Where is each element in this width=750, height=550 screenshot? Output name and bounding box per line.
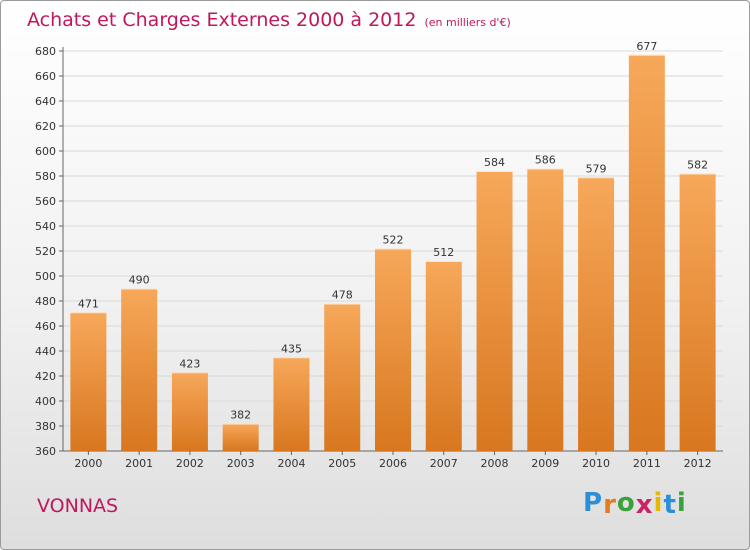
data-labels: 471 490 423 382 435 478 522 512 584 586 579 677 582: [78, 40, 708, 422]
bar: [527, 168, 564, 451]
x-tick-label: 2002: [176, 457, 204, 470]
bar: [578, 177, 615, 451]
x-tick-label: 2011: [633, 457, 661, 470]
proxiti-logo: Proxiti: [583, 488, 687, 520]
logo-letter: t: [663, 490, 677, 520]
logo-letter: x: [635, 490, 654, 520]
y-tick-label: 580: [35, 170, 56, 183]
data-label: 435: [281, 342, 302, 355]
y-tick-label: 660: [35, 70, 56, 83]
y-tick-label: 360: [35, 445, 56, 458]
data-label: 677: [636, 40, 657, 53]
data-label: 522: [383, 234, 404, 247]
y-tick-label: 620: [35, 120, 56, 133]
logo-letter: o: [616, 488, 636, 518]
x-tick-label: 2010: [582, 457, 610, 470]
y-tick-label: 380: [35, 420, 56, 433]
x-tick-label: 2004: [277, 457, 305, 470]
data-label: 512: [433, 246, 454, 259]
bar: [273, 357, 310, 451]
bar: [70, 312, 107, 451]
axes: 360 380 400 420 440 460 480 500 520 540 560 580 600 6…: [35, 45, 723, 470]
x-tick-label: 2012: [684, 457, 712, 470]
x-tick-label: 2001: [125, 457, 153, 470]
y-tick-label: 460: [35, 320, 56, 333]
chart-title: Achats et Charges Externes 2000 à 2012 (e…: [27, 9, 511, 31]
y-tick-label: 640: [35, 95, 56, 108]
x-tick-label: 2003: [227, 457, 255, 470]
bar: [222, 423, 259, 451]
data-label: 478: [332, 289, 353, 302]
y-tick-label: 500: [35, 270, 56, 283]
bar: [171, 372, 208, 451]
data-label: 423: [179, 357, 200, 370]
bar: [121, 288, 158, 451]
bar: [679, 173, 716, 451]
data-label: 584: [484, 156, 505, 169]
y-tick-label: 480: [35, 295, 56, 308]
logo-letter: P: [583, 488, 604, 518]
data-label: 382: [230, 409, 251, 422]
x-tick-label: 2006: [379, 457, 407, 470]
y-tick-label: 520: [35, 245, 56, 258]
x-tick-label: 2005: [328, 457, 356, 470]
bar: [324, 303, 361, 451]
data-label: 579: [586, 162, 607, 175]
bar: [476, 171, 513, 451]
y-tick-label: 440: [35, 345, 56, 358]
data-label: 586: [535, 154, 556, 167]
y-tick-label: 540: [35, 220, 56, 233]
y-tick-label: 600: [35, 145, 56, 158]
commune-name: VONNAS: [37, 495, 119, 517]
bar: [375, 248, 411, 451]
data-label: 490: [129, 274, 150, 287]
data-label: 582: [687, 159, 708, 172]
x-tick-label: 2008: [481, 457, 509, 470]
logo-letter: r: [603, 490, 617, 520]
x-tick-label: 2000: [74, 457, 102, 470]
y-tick-label: 400: [35, 395, 56, 408]
y-tick-label: 420: [35, 370, 56, 383]
chart-title-text: Achats et Charges Externes 2000 à 2012: [27, 9, 417, 31]
logo-letter: i: [653, 488, 664, 518]
logo-letter: i: [676, 488, 687, 518]
bar: [425, 261, 462, 451]
data-label: 471: [78, 297, 99, 310]
bar: [628, 54, 665, 451]
x-tick-label: 2007: [430, 457, 458, 470]
bars: [70, 54, 716, 451]
y-tick-label: 680: [35, 45, 56, 58]
x-tick-label: 2009: [531, 457, 559, 470]
y-tick-label: 560: [35, 195, 56, 208]
chart-unit: (en milliers d'€): [424, 16, 511, 29]
